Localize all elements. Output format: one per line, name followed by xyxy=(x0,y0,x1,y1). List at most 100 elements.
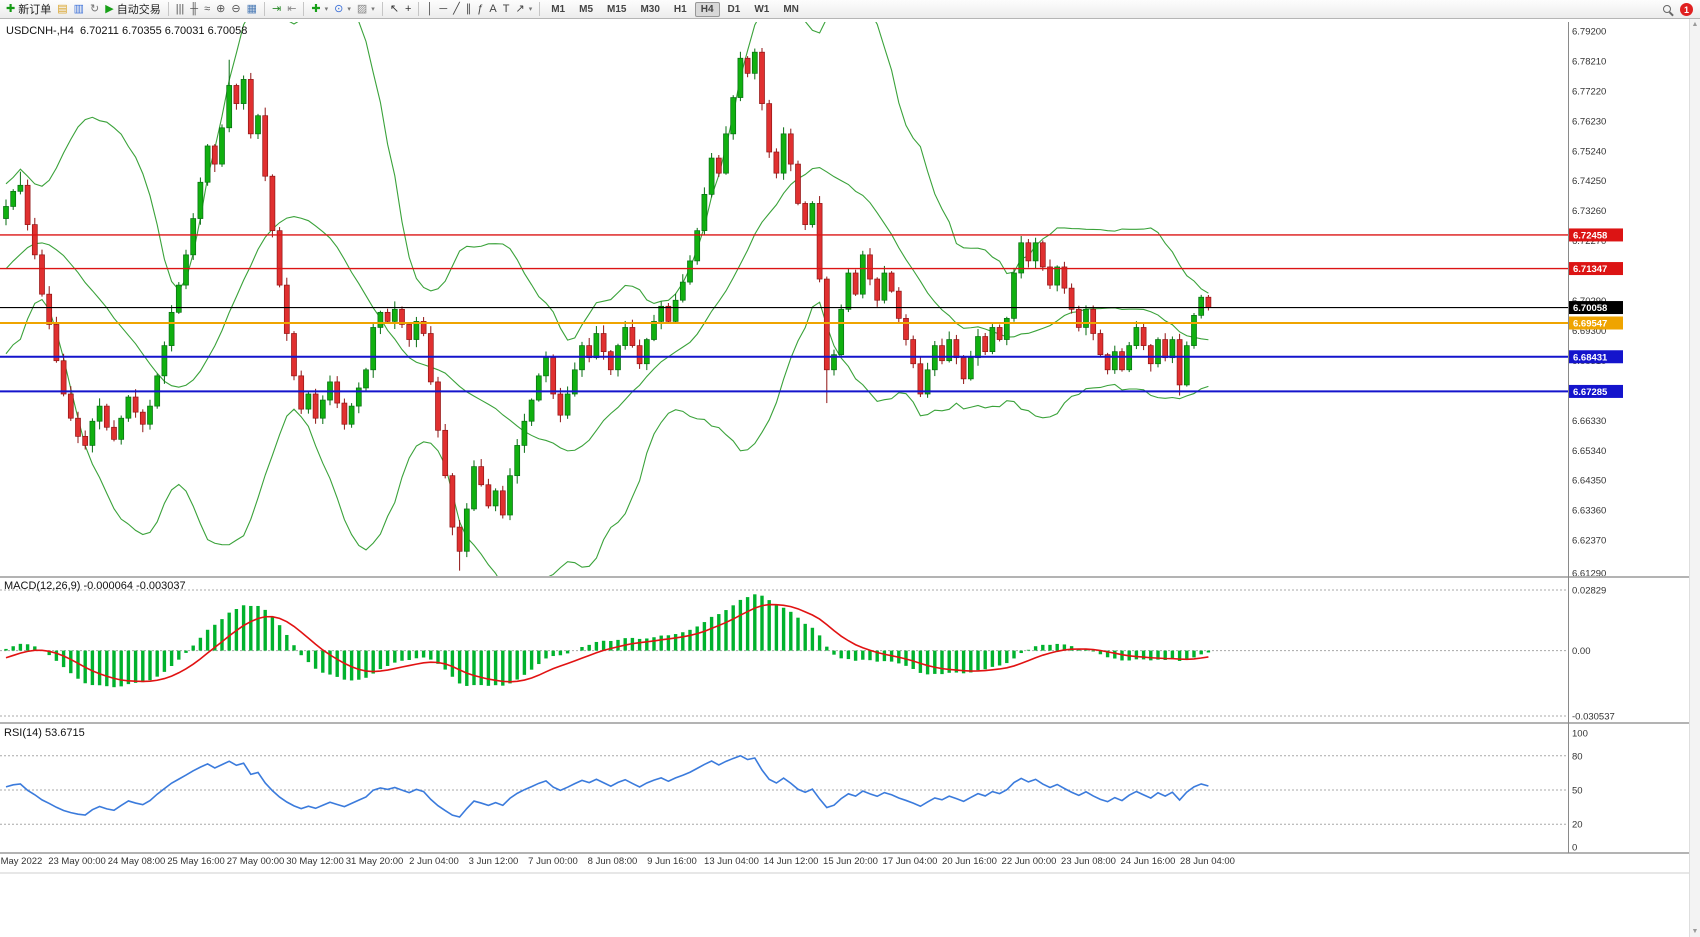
line-chart-button[interactable]: ≈ xyxy=(201,1,213,18)
templates-icon: ▨ xyxy=(356,3,368,15)
timeframe-m30-button[interactable]: M30 xyxy=(640,3,660,15)
new-order-button-label: 新订单 xyxy=(18,4,52,16)
price-box-label: 6.70058 xyxy=(1573,303,1607,314)
time-tick: 22 Jun 00:00 xyxy=(1002,856,1057,867)
price-tick: 6.77220 xyxy=(1572,86,1606,97)
periods-button[interactable]: ⊙ ▾ xyxy=(331,1,354,18)
rsi-axis-tick: 0 xyxy=(1572,843,1577,854)
macd-indicator-label: MACD(12,26,9) -0.000064 -0.003037 xyxy=(4,580,186,592)
tile-windows-button[interactable]: ▦ xyxy=(244,1,260,18)
time-tick: 24 May 08:00 xyxy=(108,856,166,867)
price-box-label: 6.69547 xyxy=(1573,319,1607,330)
rsi-axis-tick: 50 xyxy=(1572,786,1583,797)
new-order-button[interactable]: ✚ 新订单 xyxy=(3,1,54,18)
rsi-plot xyxy=(0,754,1568,825)
price-tick: 6.72270 xyxy=(1572,236,1606,247)
refresh-button[interactable]: ↻ xyxy=(87,1,102,18)
timeframe-h4-button[interactable]: H4 xyxy=(694,1,720,17)
price-tick: 6.62370 xyxy=(1572,536,1606,547)
profiles-icon: ▥ xyxy=(73,3,85,15)
time-tick: 27 May 00:00 xyxy=(227,856,285,867)
timeframe-d1-button[interactable]: D1 xyxy=(727,3,741,15)
time-tick: 2 Jun 04:00 xyxy=(409,856,459,867)
profiles-button[interactable]: ▥ xyxy=(71,1,87,18)
price-tick: 6.65340 xyxy=(1572,446,1606,457)
macd-signal-line xyxy=(5,603,1209,683)
timeframe-m5-button[interactable]: M5 xyxy=(579,3,594,15)
templates-button-dropdown-icon[interactable]: ▾ xyxy=(371,6,375,13)
channel-button[interactable]: ∥ xyxy=(463,1,475,18)
timeframe-m15-button[interactable]: M15 xyxy=(607,3,627,15)
cursor-button[interactable]: ↖ xyxy=(387,1,402,18)
rsi-axis-tick: 100 xyxy=(1572,729,1588,740)
candlestick-chart-icon: ╫ xyxy=(190,3,199,15)
zoom-in-button[interactable]: ⊕ xyxy=(213,1,228,18)
notification-badge[interactable]: 1 xyxy=(1680,3,1693,16)
time-tick: 9 May 2022 xyxy=(0,856,42,867)
rsi-axis-tick: 20 xyxy=(1572,820,1583,831)
price-tick: 6.66330 xyxy=(1572,416,1606,427)
price-tick: 6.74250 xyxy=(1572,176,1606,187)
timeframe-mn-button[interactable]: MN xyxy=(783,3,799,15)
timeframe-h1-button[interactable]: H1 xyxy=(673,3,687,15)
time-tick: 20 Jun 16:00 xyxy=(942,856,997,867)
new-order-icon: ✚ xyxy=(6,3,16,15)
time-tick: 23 Jun 08:00 xyxy=(1061,856,1116,867)
new-chart-icon: ▤ xyxy=(57,3,68,15)
bar-chart-button[interactable]: ||| xyxy=(173,1,188,18)
crosshair-icon: + xyxy=(405,3,412,15)
horizontal-line-button[interactable]: ─ xyxy=(436,1,450,18)
price-tick: 6.76230 xyxy=(1572,116,1606,127)
time-tick: 15 Jun 20:00 xyxy=(823,856,878,867)
periods-button-dropdown-icon[interactable]: ▾ xyxy=(347,6,351,13)
scroll-up-icon[interactable]: ▲ xyxy=(1691,21,1699,28)
crosshair-button[interactable]: + xyxy=(402,1,414,18)
fibonacci-icon: ƒ xyxy=(477,3,484,15)
chart-shift-button[interactable]: ⇤ xyxy=(284,1,299,18)
auto-trading-button[interactable]: ▶ 自动交易 xyxy=(102,1,163,18)
time-tick: 14 Jun 12:00 xyxy=(764,856,819,867)
fibonacci-button[interactable]: ƒ xyxy=(474,1,486,18)
templates-button[interactable]: ▨ ▾ xyxy=(354,1,378,18)
auto-scroll-button[interactable]: ⇥ xyxy=(269,1,284,18)
label-button[interactable]: T xyxy=(500,1,513,18)
arrows-button[interactable]: ↗ ▾ xyxy=(512,1,535,18)
new-chart-button[interactable]: ▤ xyxy=(54,1,70,18)
price-box-6.68431 xyxy=(1569,350,1623,364)
price-tick: 6.73260 xyxy=(1572,206,1606,217)
indicators-button-dropdown-icon[interactable]: ▾ xyxy=(324,6,329,13)
arrows-button-dropdown-icon[interactable]: ▾ xyxy=(528,6,533,13)
zoom-out-button[interactable]: ⊖ xyxy=(228,1,243,18)
rsi-line xyxy=(5,754,1209,818)
price-box-6.67285 xyxy=(1569,384,1623,398)
time-tick: 23 May 00:00 xyxy=(48,856,106,867)
search-icon[interactable] xyxy=(1663,5,1671,13)
price-box-label: 6.67285 xyxy=(1573,387,1608,398)
timeframe-w1-button[interactable]: W1 xyxy=(754,3,770,15)
toolbar-separator xyxy=(381,2,383,16)
candlestick-chart-button[interactable]: ╫ xyxy=(187,1,201,18)
line-chart-icon: ≈ xyxy=(204,3,211,15)
time-tick: 3 Jun 12:00 xyxy=(469,856,519,867)
text-button[interactable]: A xyxy=(486,1,499,18)
auto-scroll-icon: ⇥ xyxy=(271,3,282,15)
vertical-line-button[interactable]: │ xyxy=(423,1,436,18)
scroll-down-icon[interactable]: ▼ xyxy=(1691,928,1699,935)
macd-plot xyxy=(0,589,1568,717)
price-box-label: 6.71347 xyxy=(1573,264,1607,275)
price-tick: 6.75240 xyxy=(1572,146,1606,157)
chart-symbol-label: USDCNH-,H4 6.70211 6.70355 6.70031 6.700… xyxy=(6,25,248,37)
auto-trading-button-label: 自动交易 xyxy=(116,4,161,16)
time-tick: 31 May 20:00 xyxy=(346,856,404,867)
toolbar-separator xyxy=(263,2,265,16)
trendline-icon: ╱ xyxy=(453,3,460,15)
trendline-button[interactable]: ╱ xyxy=(450,1,463,18)
indicators-button[interactable]: ✚ ▾ xyxy=(308,1,331,18)
vertical-line-icon: │ xyxy=(426,3,434,15)
time-tick: 8 Jun 08:00 xyxy=(588,856,638,867)
price-box-6.71347 xyxy=(1569,262,1623,276)
vertical-scrollbar[interactable]: ▲ ▼ xyxy=(1689,19,1700,937)
bollinger-lower-band xyxy=(5,298,1209,576)
timeframe-m1-button[interactable]: M1 xyxy=(551,3,566,15)
